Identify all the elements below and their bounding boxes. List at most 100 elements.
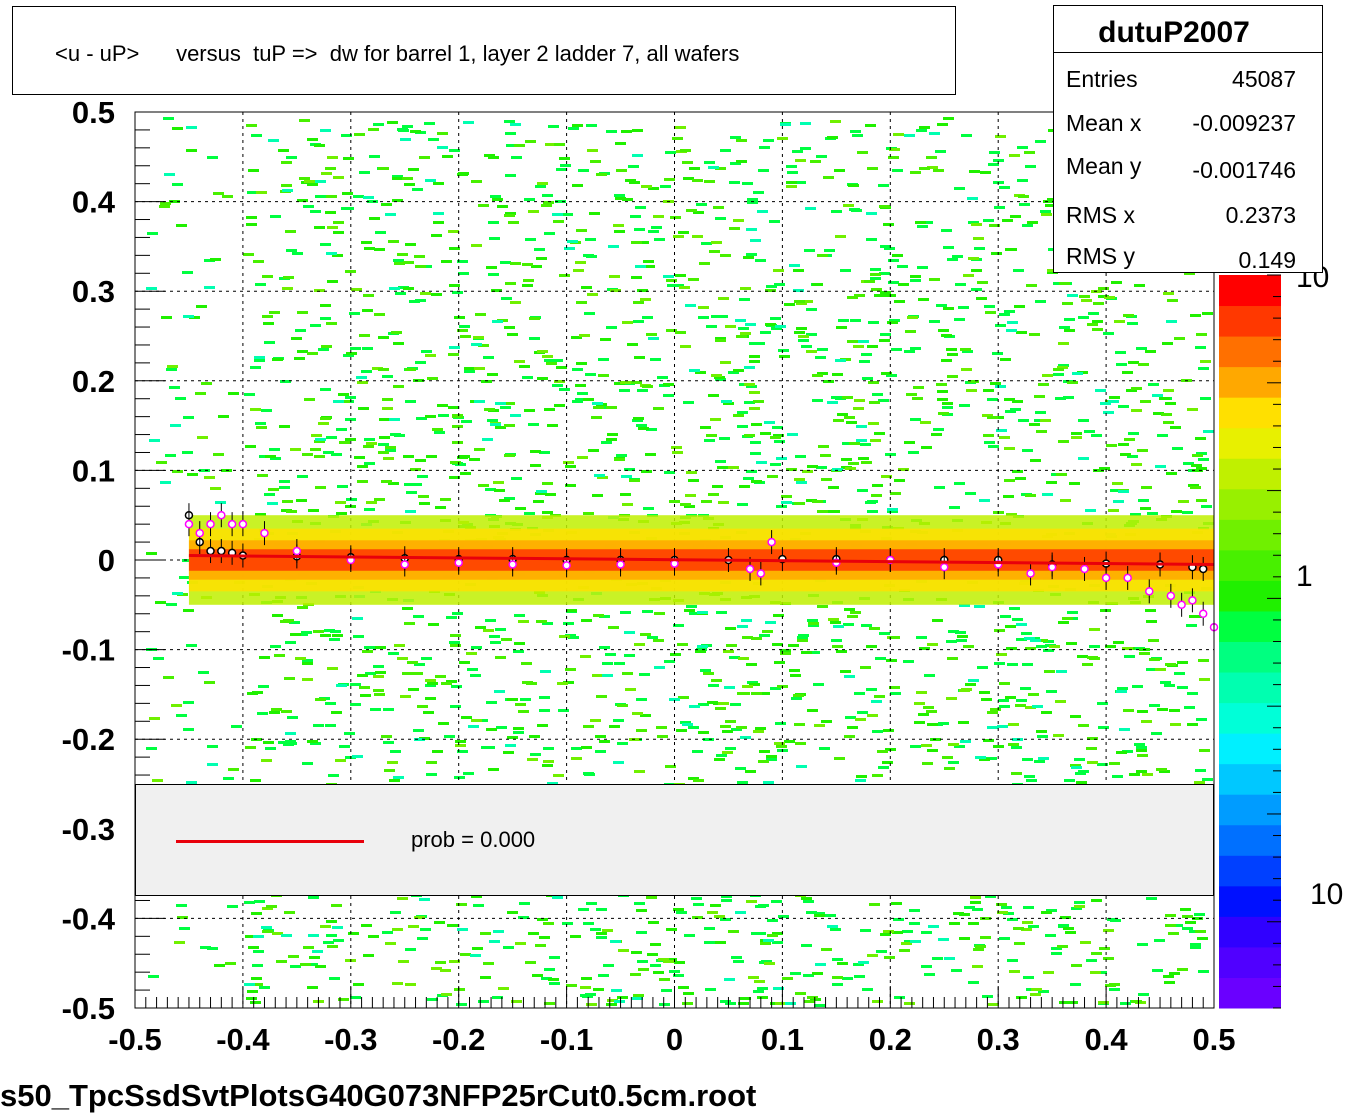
x-tick-label: 0.1 <box>761 1022 804 1057</box>
legend-line-swatch <box>176 840 364 843</box>
x-tick-label: -0.1 <box>540 1022 593 1057</box>
profile-point <box>1123 573 1132 583</box>
stats-value: 0.149 <box>1238 247 1296 273</box>
x-tick-label: 0.3 <box>977 1022 1020 1057</box>
stats-label: Entries <box>1066 66 1138 92</box>
colorbar-segment <box>1219 336 1281 368</box>
stats-box: dutuP2007 Entries 45087 Mean x -0.009237… <box>1053 5 1323 273</box>
stats-label: Mean x <box>1066 110 1142 136</box>
profile-point <box>1198 564 1208 574</box>
profile-point <box>1047 562 1057 572</box>
colorbar-segment <box>1219 916 1281 948</box>
stats-label: RMS x <box>1066 202 1135 228</box>
colorbar-segment <box>1219 672 1281 704</box>
profile-point <box>1198 609 1208 619</box>
title-box: <u - uP> versus tuP => dw for barrel 1, … <box>12 6 956 95</box>
colorbar-segment <box>1219 763 1281 795</box>
colorbar-segment <box>1219 397 1281 429</box>
x-tick-label: 0 <box>666 1022 683 1057</box>
colorbar-segment <box>1219 305 1281 337</box>
x-tick-label: -0.3 <box>324 1022 377 1057</box>
profile-point <box>1026 569 1035 578</box>
y-tick-label: -0.3 <box>62 812 115 847</box>
stats-divider <box>1054 52 1322 53</box>
x-tick-label: -0.2 <box>432 1022 485 1057</box>
colorbar-segment <box>1219 519 1281 551</box>
profile-point <box>745 564 755 574</box>
y-tick-label: -0.4 <box>62 901 116 936</box>
y-tick-label: 0.5 <box>72 95 115 130</box>
stats-value: -0.001746 <box>1192 157 1296 183</box>
profile-point <box>1101 573 1111 583</box>
colorbar-segment <box>1219 549 1281 581</box>
fit-line <box>188 554 1215 566</box>
colorbar-label: 1 <box>1296 560 1313 593</box>
profile-point <box>400 560 409 569</box>
colorbar-segment <box>1219 641 1281 673</box>
profile-point <box>206 519 215 529</box>
profile-point <box>1166 591 1176 601</box>
stats-label: Mean y <box>1066 153 1142 179</box>
colorbar-segment <box>1219 855 1281 887</box>
colorbar-segment <box>1219 366 1281 398</box>
profile-point <box>217 510 226 520</box>
profile-point <box>217 546 226 556</box>
colorbar-segment <box>1219 733 1281 765</box>
stats-histogram-name: dutuP2007 <box>1098 16 1250 49</box>
colorbar-segment <box>1219 702 1281 734</box>
colorbar-segment <box>1219 488 1281 520</box>
colorbar-segment <box>1219 427 1281 459</box>
y-tick-label: 0 <box>98 543 115 578</box>
profile-point <box>1080 564 1089 574</box>
colorbar-segment <box>1219 946 1281 978</box>
profile-point <box>454 558 463 567</box>
colorbar-segment <box>1219 458 1281 490</box>
y-tick-label: -0.1 <box>62 633 115 668</box>
legend-label: prob = 0.000 <box>411 827 536 852</box>
chart-title: <u - uP> versus tuP => dw for barrel 1, … <box>55 41 740 66</box>
x-tick-label: 0.5 <box>1192 1022 1235 1057</box>
profile-point <box>508 560 517 569</box>
y-tick-label: -0.5 <box>62 991 115 1026</box>
profile-point <box>562 561 571 570</box>
y-tick-label: 0.4 <box>72 185 116 220</box>
axes: -0.5 -0.4 -0.3 -0.2 -0.1 0 0.1 0.2 0.3 0.4 0.5 -0.5… <box>62 95 1236 1057</box>
colorbar-segment <box>1219 580 1281 612</box>
legend-box: prob = 0.000 <box>135 784 1214 896</box>
profile-point <box>1188 596 1197 605</box>
x-tick-label: 0.4 <box>1085 1022 1129 1057</box>
profile-point <box>756 569 766 578</box>
colorbar-segment <box>1219 824 1281 856</box>
stats-label: RMS y <box>1066 243 1135 269</box>
y-tick-label: 0.1 <box>72 453 115 488</box>
stats-value: 0.2373 <box>1225 202 1296 228</box>
heatmap-cells <box>146 117 1214 1007</box>
profile-point <box>767 537 776 547</box>
profile-point <box>260 528 269 538</box>
profile-point <box>195 528 204 538</box>
colorbar-label: 10 <box>1310 878 1343 911</box>
x-tick-label: 0.2 <box>869 1022 912 1057</box>
colorbar-segment <box>1219 885 1281 917</box>
colorbar-segment <box>1219 275 1281 307</box>
y-tick-label: 0.2 <box>72 364 115 399</box>
profile-point <box>940 562 949 572</box>
stats-value: -0.009237 <box>1192 110 1296 136</box>
heatmap-cell-group <box>146 117 1214 1007</box>
y-tick-label: 0.3 <box>72 274 115 309</box>
colorbar-segment <box>1219 610 1281 642</box>
profile-point <box>292 546 302 556</box>
colorbar-segment <box>1219 794 1281 826</box>
profile-point <box>227 519 237 529</box>
profile-point <box>616 560 625 569</box>
y-tick-label: -0.2 <box>62 722 115 757</box>
profile-point <box>238 519 248 529</box>
profile-point <box>206 546 215 556</box>
profile-point <box>1177 600 1186 610</box>
profile-point <box>184 519 194 529</box>
stats-value: 45087 <box>1232 66 1296 92</box>
profile-point <box>1145 587 1154 596</box>
x-tick-label: -0.5 <box>108 1022 161 1057</box>
x-tick-label: -0.4 <box>216 1022 270 1057</box>
